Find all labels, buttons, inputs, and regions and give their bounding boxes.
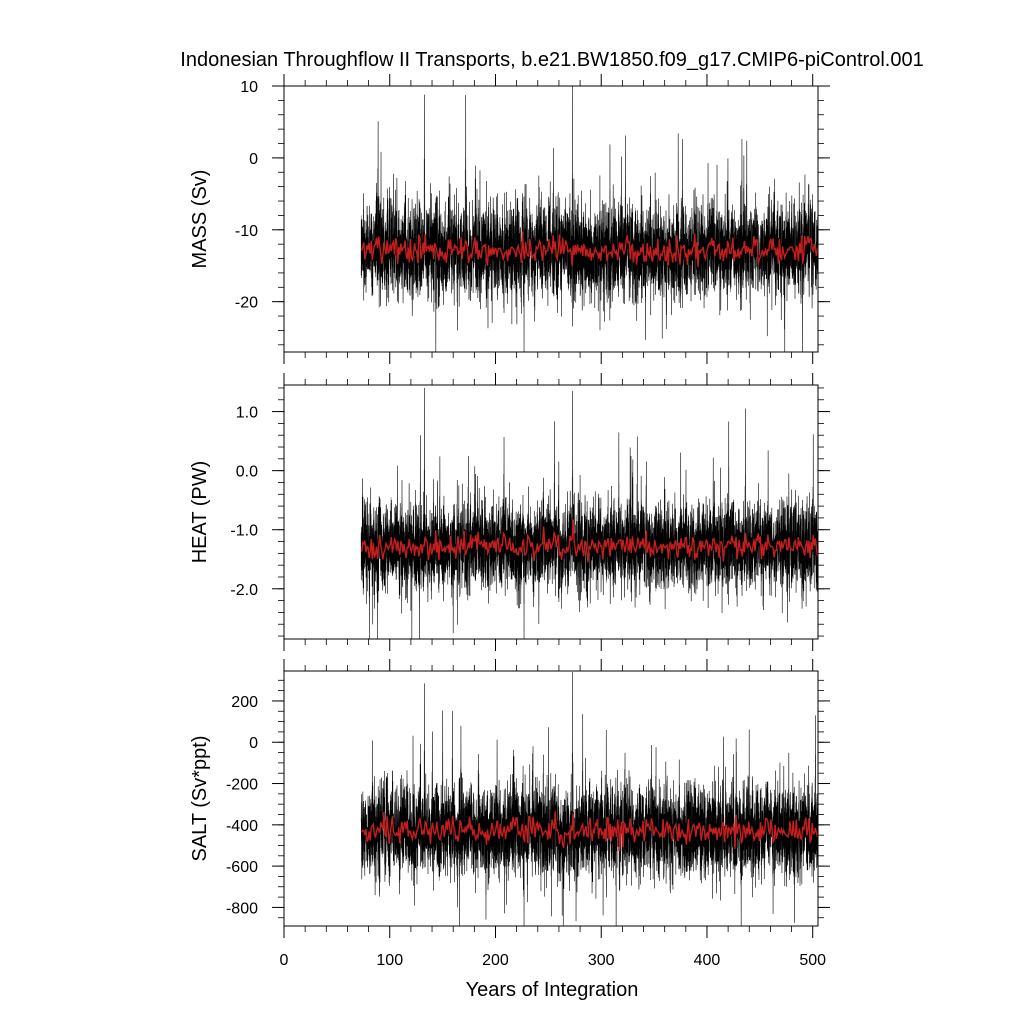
x-axis-label: Years of Integration (466, 979, 639, 1001)
y-tick-label: -200 (226, 777, 258, 794)
y-tick-label: -600 (226, 859, 258, 876)
y-tick-label: -10 (235, 223, 258, 240)
x-tick-label: 200 (482, 952, 509, 969)
panel-frame (283, 384, 819, 640)
y-tick-label: 200 (231, 694, 258, 711)
plot-area (360, 672, 818, 926)
x-tick-label: 400 (694, 952, 721, 969)
panel-frame (283, 670, 819, 927)
y-tick-label: 0.0 (236, 464, 258, 481)
y-axis-label-2: HEAT (PW) (189, 461, 211, 564)
panel-2: 1.0 0.0 -1.0 -2.0 HEAT (PW) (189, 373, 830, 651)
panels: 10 0 -10 -20 MASS (Sv) 1.0 0.0 -1.0 -2.0 HEAT (PW… (189, 74, 830, 938)
series-annual-mean (361, 519, 818, 563)
y-axis-label-1: MASS (Sv) (189, 170, 211, 269)
x-tick-label: 300 (588, 952, 615, 969)
chart-title: Indonesian Throughflow II Transports, b.… (180, 49, 923, 71)
plot-area (360, 86, 818, 352)
y-tick-label: 0 (249, 151, 258, 168)
y-axis-label-3: SALT (Sv*ppt) (189, 736, 211, 862)
x-tick-label: 500 (799, 952, 826, 969)
y-tick-label: 10 (240, 79, 258, 96)
y-tick-label: 0 (249, 735, 258, 752)
x-axis: 0 100 200 300 400 500 (280, 952, 827, 969)
series-monthly (360, 672, 818, 926)
x-tick-label: 0 (280, 952, 289, 969)
y-tick-label: -20 (235, 295, 258, 312)
series-annual-mean (361, 811, 818, 852)
y-tick-label: 1.0 (236, 405, 258, 422)
y-tick-label: -800 (226, 900, 258, 917)
series-annual-mean (361, 231, 818, 268)
x-tick-label: 100 (376, 952, 403, 969)
panel-frame (283, 85, 819, 353)
y-tick-label: -1.0 (230, 523, 258, 540)
y-tick-label: -2.0 (230, 582, 258, 599)
panel-1: 10 0 -10 -20 MASS (Sv) (189, 74, 830, 364)
y-tick-label: -400 (226, 818, 258, 835)
panel-3: 200 0 -200 -400 -600 -800 SALT (Sv*ppt) (189, 659, 830, 938)
series-monthly (360, 387, 818, 639)
plot-area (360, 387, 818, 639)
